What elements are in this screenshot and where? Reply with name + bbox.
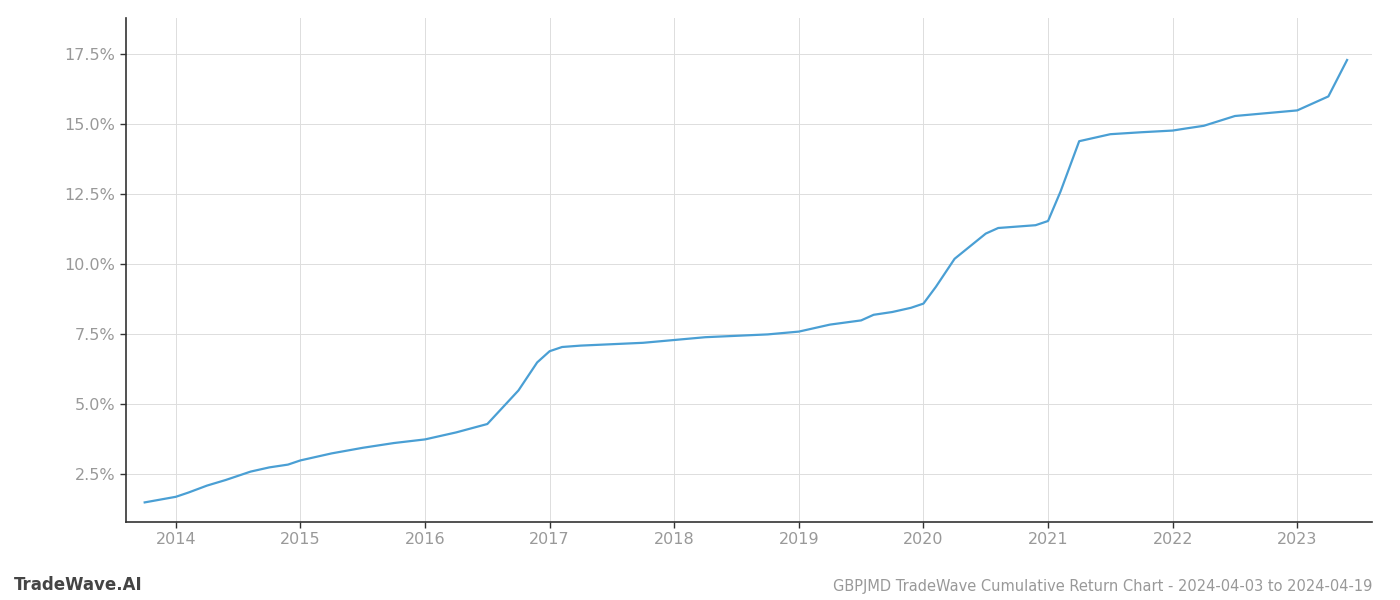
Text: GBPJMD TradeWave Cumulative Return Chart - 2024-04-03 to 2024-04-19: GBPJMD TradeWave Cumulative Return Chart… <box>833 579 1372 594</box>
Text: TradeWave.AI: TradeWave.AI <box>14 576 143 594</box>
